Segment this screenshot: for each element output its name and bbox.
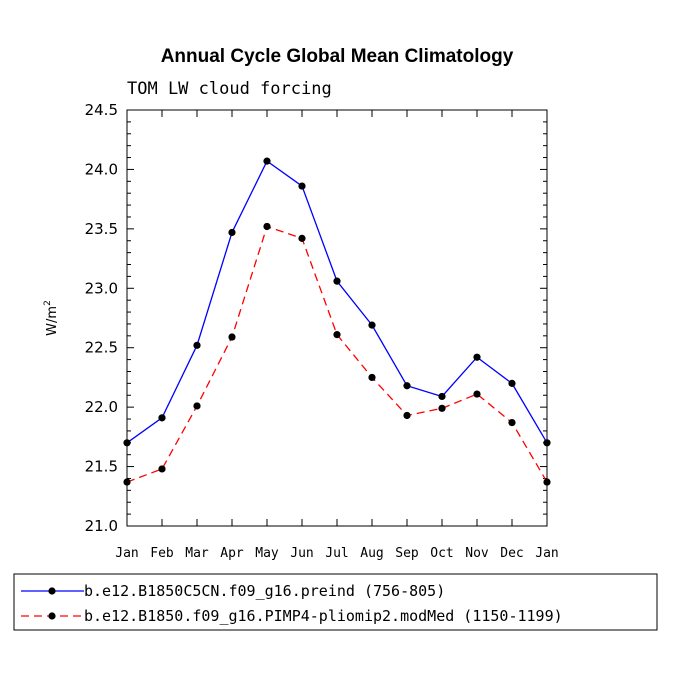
series-2-point [438, 404, 446, 412]
series-1-point [263, 157, 271, 165]
series-1-point [508, 379, 516, 387]
series-2-point [403, 411, 411, 420]
chart-subtitle: TOM LW cloud forcing [127, 79, 332, 99]
legend-label-2: b.e12.B1850.f09_g16.PIMP4-pliomip2.modMe… [84, 607, 563, 625]
series-1-point [228, 228, 236, 237]
y-tick-label: 21.5 [85, 458, 118, 476]
legend-label-1: b.e12.B1850C5CN.f09_g16.preind (756-805) [84, 582, 445, 600]
y-tick-label: 21.0 [85, 517, 118, 535]
chart-title: Annual Cycle Global Mean Climatology [161, 46, 514, 67]
series-2-point [473, 390, 481, 398]
series-1-point [193, 341, 201, 349]
x-tick-label: Jan [535, 546, 558, 561]
x-tick-label: Jul [325, 546, 348, 561]
series-2-point [543, 478, 551, 486]
y-tick-label: 24.0 [85, 160, 118, 178]
legend-marker-2 [48, 612, 56, 620]
series-1-point [473, 353, 481, 361]
x-tick-label: Feb [150, 546, 174, 561]
series-1-point [123, 439, 131, 447]
x-tick-label: Apr [220, 546, 244, 561]
series-2-point [123, 478, 131, 486]
y-axis: 21.0 21.5 22.0 22.5 23.0 23.5 24.0 24.5 [85, 101, 547, 535]
x-tick-label: Jun [290, 546, 313, 561]
y-tick-label: 22.5 [85, 339, 118, 357]
series-1-point [158, 414, 166, 422]
y-tick-label: 22.0 [85, 398, 118, 416]
series-2-point [333, 331, 341, 339]
x-tick-label: Aug [360, 546, 383, 561]
series-1-point [438, 392, 446, 401]
y-axis-label-text: W/m [45, 306, 60, 336]
series-2-point [263, 222, 271, 231]
x-tick-label: Mar [185, 546, 209, 561]
series-line-1 [126, 160, 548, 444]
series-2-point [508, 418, 516, 427]
plot-frame [126, 109, 548, 527]
series-2-point [228, 333, 236, 341]
series-line-2 [126, 225, 548, 483]
y-axis-label: W/m2 [43, 300, 60, 336]
series-1-point [403, 382, 411, 390]
y-tick-label: 23.0 [85, 279, 118, 297]
y-axis-label-superscript: 2 [43, 300, 53, 306]
x-tick-label: Oct [430, 546, 453, 561]
plot-area: 21.0 21.5 22.0 22.5 23.0 23.5 24.0 24.5 Jan Feb M… [85, 101, 559, 561]
series-1-point [368, 321, 376, 329]
x-tick-label: Jan [115, 546, 138, 561]
series-2-point [193, 402, 201, 410]
legend-items: b.e12.B1850C5CN.f09_g16.preind (756-805)… [21, 582, 563, 625]
series-1-point [298, 182, 306, 190]
x-tick-label: Nov [465, 546, 489, 561]
y-tick-label: 23.5 [85, 220, 118, 238]
series-2-point [298, 234, 306, 242]
series-2-point [158, 465, 166, 473]
legend-box [13, 573, 658, 631]
legend: b.e12.B1850C5CN.f09_g16.preind (756-805)… [13, 573, 658, 631]
series-1-point [333, 277, 341, 285]
series-1-point [543, 439, 551, 447]
x-tick-label: Dec [500, 546, 523, 561]
series-2-point [368, 373, 376, 382]
series-layer [123, 157, 551, 486]
legend-marker-1 [48, 587, 56, 595]
x-tick-label: Sep [395, 546, 419, 561]
x-axis: Jan Feb Mar Apr May Jun Jul Aug Sep Oct Nov Dec Jan [115, 110, 559, 561]
y-tick-label: 24.5 [85, 101, 118, 119]
x-tick-label: May [255, 546, 279, 561]
